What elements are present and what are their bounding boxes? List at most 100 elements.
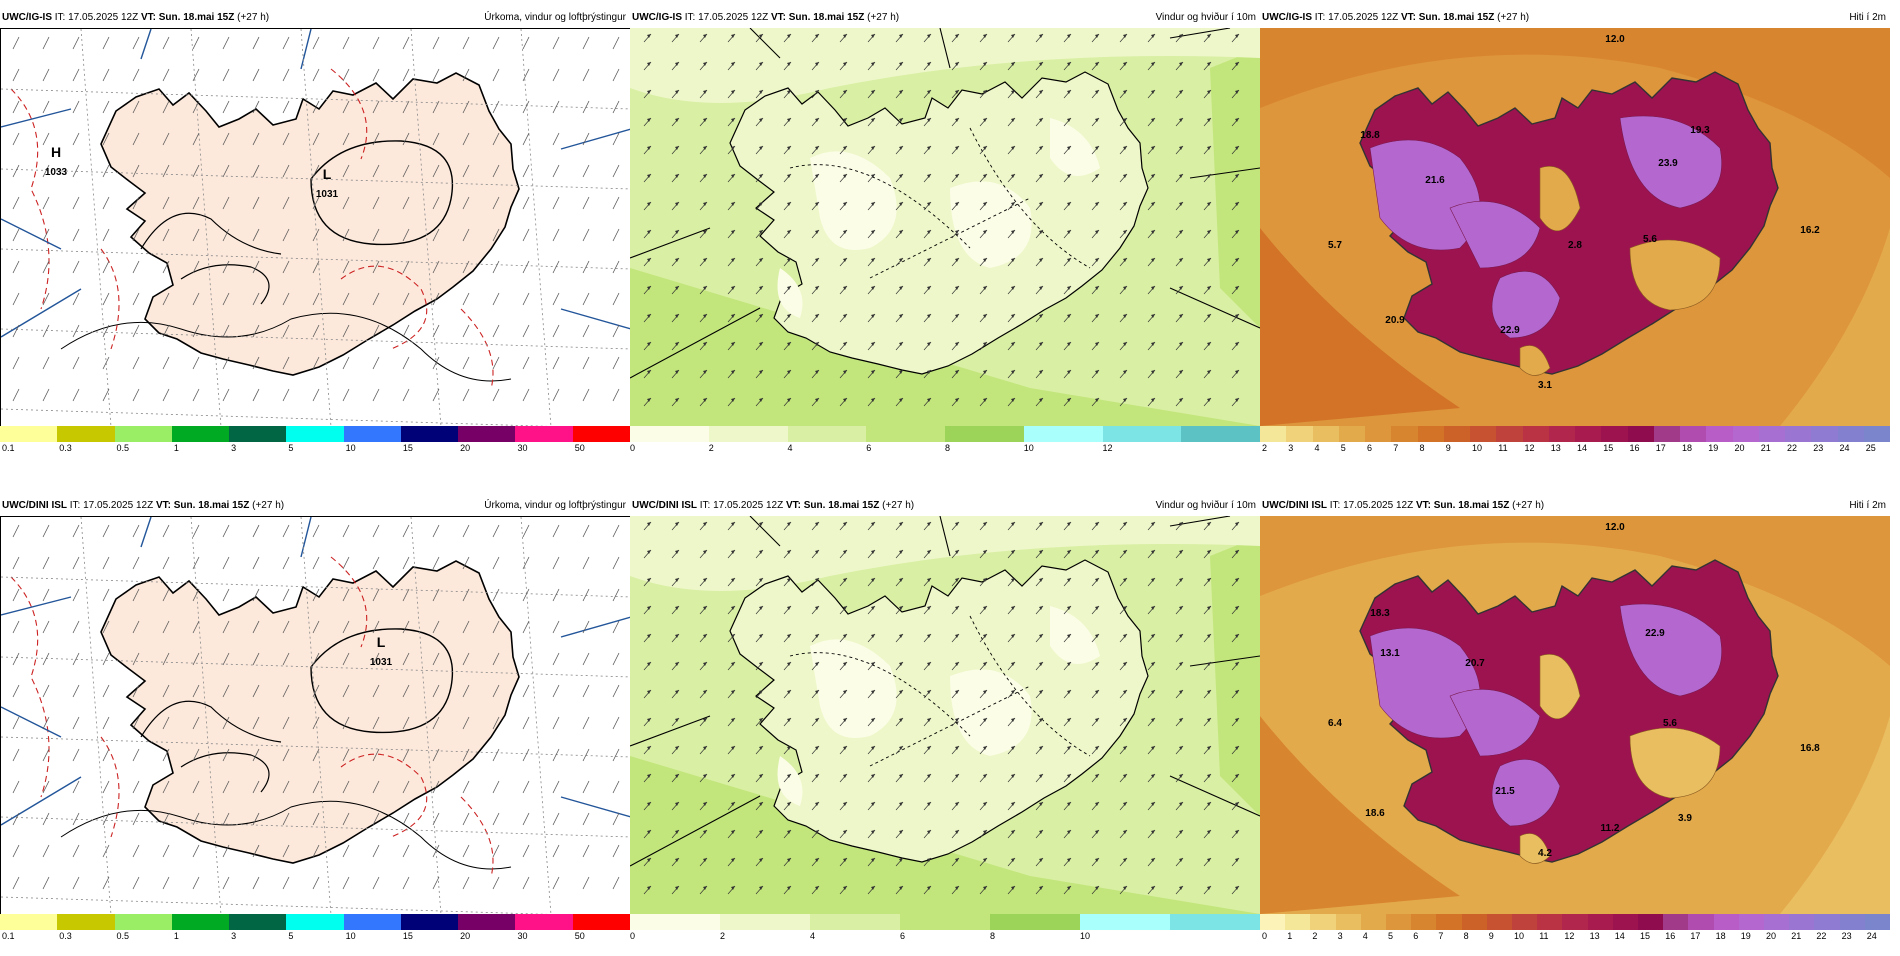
- colorbar-swatch: [1360, 914, 1387, 930]
- colorbar-swatch: [343, 426, 401, 442]
- valid-time-label: VT:: [155, 500, 171, 511]
- colorbar-tick-label: 1: [1287, 931, 1293, 941]
- map-canvas: [630, 28, 1260, 426]
- map-label: 19.3: [1690, 125, 1710, 136]
- colorbar-swatch: [1386, 914, 1412, 930]
- valid-time-label: VT:: [1415, 500, 1431, 511]
- colorbar-tick-label: 24: [1839, 443, 1850, 453]
- colorbar-swatch: [630, 914, 720, 930]
- run-info: UWC/DINI ISL IT: 17.05.2025 12Z VT: Sun.…: [2, 496, 284, 516]
- colorbar-tick-label: 50: [574, 931, 585, 941]
- colorbar-swatch: [1417, 426, 1444, 442]
- colorbar-swatch: [1785, 426, 1812, 442]
- lead-time: (+27 h): [882, 500, 915, 511]
- map-svg: 12.0 22.9 20.7 21.5 4.2 11.2 3.9 16.8 18.6 6.4 18.…: [1260, 516, 1890, 914]
- colorbar-swatch: [945, 426, 1024, 442]
- colorbar-swatch: [1732, 426, 1759, 442]
- colorbar-tick-label: 10: [1472, 443, 1483, 453]
- map-canvas: L 1031: [0, 516, 632, 916]
- map-label: 4.2: [1538, 848, 1552, 859]
- colorbar-swatch: [1575, 426, 1602, 442]
- colorbar-swatch: [1391, 426, 1418, 442]
- colorbar-swatch: [1260, 914, 1286, 930]
- map-label: H: [51, 144, 61, 160]
- colorbar-tick-label: 4: [787, 443, 793, 453]
- init-time: IT: 17.05.2025 12Z: [54, 12, 139, 23]
- map-label: 12.0: [1605, 34, 1625, 45]
- map-canvas: 12.0 22.9 20.7 21.5 4.2 11.2 3.9 16.8 18.6 6.4 18.…: [1260, 516, 1890, 914]
- panel-title: Úrkoma, vindur og loftþrýstingur: [484, 12, 626, 23]
- colorbar-tick-label: 19: [1708, 443, 1719, 453]
- colorbar-swatch: [1863, 426, 1890, 442]
- map-label: 20.7: [1465, 658, 1485, 669]
- colorbar-swatch: [708, 426, 788, 442]
- run-info: UWC/DINI ISL IT: 17.05.2025 12Z VT: Sun.…: [1262, 496, 1544, 516]
- colorbar-tick-label: 15: [402, 443, 413, 453]
- colorbar-swatch: [1537, 914, 1563, 930]
- colorbar-swatch: [810, 914, 900, 930]
- map-label: 2.8: [1568, 240, 1582, 251]
- colorbar-swatch: [171, 426, 230, 442]
- colorbar-ticks: 2 3 4 5 6 7 8 9 10 11 12 13 14 15 16 17 18 19 20 21 22 23 24 25: [1260, 442, 1890, 456]
- panel-header: UWC/IG-IS IT: 17.05.2025 12Z VT: Sun. 18…: [0, 8, 630, 28]
- map-panel-p4: UWC/DINI ISL IT: 17.05.2025 12Z VT: Sun.…: [0, 496, 632, 956]
- colorbar-swatch: [0, 426, 58, 442]
- colorbar-swatch: [866, 426, 945, 442]
- lead-time: (+27 h): [237, 12, 270, 23]
- colorbar-tick-label: 10: [345, 443, 356, 453]
- colorbar-swatch: [286, 426, 344, 442]
- colorbar-swatch: [1285, 914, 1311, 930]
- colorbar-swatch: [1764, 914, 1790, 930]
- colorbar-swatch: [720, 914, 810, 930]
- panel-title: Vindur og hviður í 10m: [1155, 500, 1256, 511]
- colorbar-tick-label: 2: [1262, 443, 1268, 453]
- valid-time: Sun. 18.mai 15Z: [1433, 500, 1510, 511]
- colorbar-swatch: [1548, 426, 1575, 442]
- map-label: L: [323, 166, 332, 182]
- colorbar-swatch: [630, 426, 709, 442]
- colorbar-swatch: [1562, 914, 1588, 930]
- map-label: 1031: [316, 189, 339, 200]
- map-svg: [630, 516, 1260, 914]
- colorbar-swatch: [57, 426, 115, 442]
- panel-title: Úrkoma, vindur og loftþrýstingur: [484, 500, 626, 511]
- valid-time: Sun. 18.mai 15Z: [788, 12, 865, 23]
- colorbar-swatch: [114, 914, 172, 930]
- colorbar-swatch: [400, 426, 459, 442]
- colorbar-tick-label: 4: [810, 931, 816, 941]
- colorbar-swatch: [1260, 426, 1287, 442]
- colorbar-tick-label: 17: [1655, 443, 1666, 453]
- colorbar-tick-label: 2: [1312, 931, 1318, 941]
- colorbar-swatch: [1587, 914, 1613, 930]
- colorbar-tick-label: 0.3: [59, 443, 72, 453]
- map-canvas: [630, 516, 1260, 914]
- colorbar-swatch: [57, 914, 115, 930]
- colorbar-tick-label: 6: [900, 931, 906, 941]
- colorbar-tick-label: 8: [945, 443, 951, 453]
- colorbar-tick-label: 0: [1262, 931, 1268, 941]
- colorbar-swatch: [1680, 426, 1707, 442]
- colorbar-swatch: [1638, 914, 1664, 930]
- colorbar-swatch: [1411, 914, 1437, 930]
- colorbar-tick-label: 3: [1288, 443, 1294, 453]
- colorbar-tick-label: 18: [1715, 931, 1726, 941]
- colorbar-tick-label: 11: [1539, 931, 1549, 941]
- colorbar-swatch: [1688, 914, 1714, 930]
- colorbar-tick-label: 24: [1866, 931, 1877, 941]
- colorbar-swatch: [1653, 426, 1680, 442]
- panel-header: UWC/IG-IS IT: 17.05.2025 12Z VT: Sun. 18…: [630, 8, 1260, 28]
- map-label: 16.2: [1800, 225, 1820, 236]
- colorbar-swatch: [1023, 426, 1103, 442]
- colorbar-swatch: [1713, 914, 1739, 930]
- colorbar-swatch: [1706, 426, 1733, 442]
- colorbar-tick-label: 12: [1102, 443, 1113, 453]
- map-label: 22.9: [1645, 628, 1665, 639]
- colorbar-tick-label: 6: [1413, 931, 1419, 941]
- map-label: 18.3: [1370, 608, 1390, 619]
- colorbar-tick-label: 16: [1665, 931, 1676, 941]
- map-label: 5.6: [1643, 234, 1657, 245]
- colorbar-tick-label: 20: [1734, 443, 1745, 453]
- colorbar-swatch: [1512, 914, 1538, 930]
- init-time: IT: 17.05.2025 12Z: [684, 12, 769, 23]
- colorbar-ticks: 0 2 4 6 8 10 12: [630, 442, 1260, 456]
